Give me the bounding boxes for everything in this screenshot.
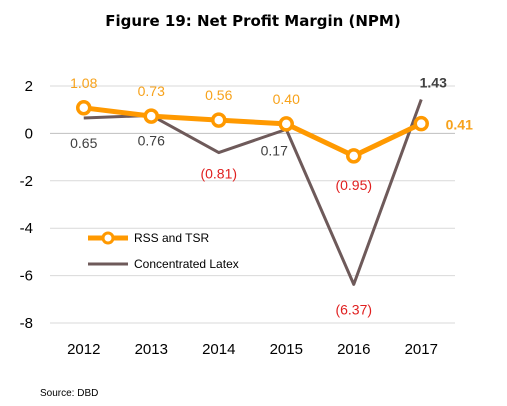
y-tick-label: 2: [25, 78, 33, 95]
y-tick-label: 0: [25, 125, 33, 142]
latex-data-label: (6.37): [335, 301, 372, 317]
y-tick-label: -8: [20, 315, 33, 332]
series-lines: [83, 98, 423, 286]
rss-marker-point: [346, 148, 362, 164]
latex-data-label: (0.81): [200, 166, 237, 182]
rss-marker-point: [143, 108, 159, 124]
legend-label-rss-and-tsr: RSS and TSR: [134, 231, 209, 245]
y-tick-label: -4: [20, 220, 33, 237]
rss-data-label: (0.95): [335, 177, 372, 193]
legend-label-concentrated-latex: Concentrated Latex: [134, 257, 239, 271]
data-labels: 1.08 0.73 0.56 0.40 (0.95) 0.41 0.65 0.76 (0.81)…: [70, 75, 473, 318]
rss-data-label: 0.56: [205, 87, 232, 103]
chart-title: Figure 19: Net Profit Margin (NPM): [105, 12, 400, 30]
rss-data-label: 0.40: [273, 91, 300, 107]
series-markers: [76, 100, 429, 164]
source-note: Source: DBD: [40, 388, 98, 399]
x-tick-labels: 2012 2013 2014 2015 2016 2017: [67, 341, 438, 358]
series-line-rss-and-tsr: [83, 105, 423, 159]
latex-data-label: 1.43: [420, 75, 447, 91]
x-axis: [50, 132, 455, 324]
rss-data-label: 1.08: [70, 75, 97, 91]
latex-data-label: 0.17: [261, 142, 288, 158]
rss-data-label: 0.73: [138, 83, 165, 99]
y-tick-label: -2: [20, 173, 33, 190]
x-tick-label: 2014: [202, 341, 235, 358]
latex-data-label: 0.65: [70, 135, 97, 151]
x-tick-label: 2015: [270, 341, 303, 358]
x-tick-label: 2017: [405, 341, 438, 358]
x-tick-label: 2012: [67, 341, 100, 358]
rss-marker-point: [76, 100, 92, 116]
legend-marker-rss-and-tsr: [101, 231, 115, 245]
rss-marker-point: [413, 115, 429, 132]
latex-data-label: 0.76: [138, 132, 165, 148]
legend: RSS and TSR Concentrated Latex: [88, 231, 239, 271]
y-tick-labels: 2 0 -2 -4 -6 -8: [20, 78, 33, 332]
x-tick-label: 2013: [135, 341, 168, 358]
rss-marker-point: [211, 112, 227, 128]
rss-marker-point: [278, 116, 294, 132]
y-tick-label: -6: [20, 268, 33, 285]
rss-data-label: 0.41: [446, 117, 473, 133]
x-tick-label: 2016: [337, 341, 370, 358]
